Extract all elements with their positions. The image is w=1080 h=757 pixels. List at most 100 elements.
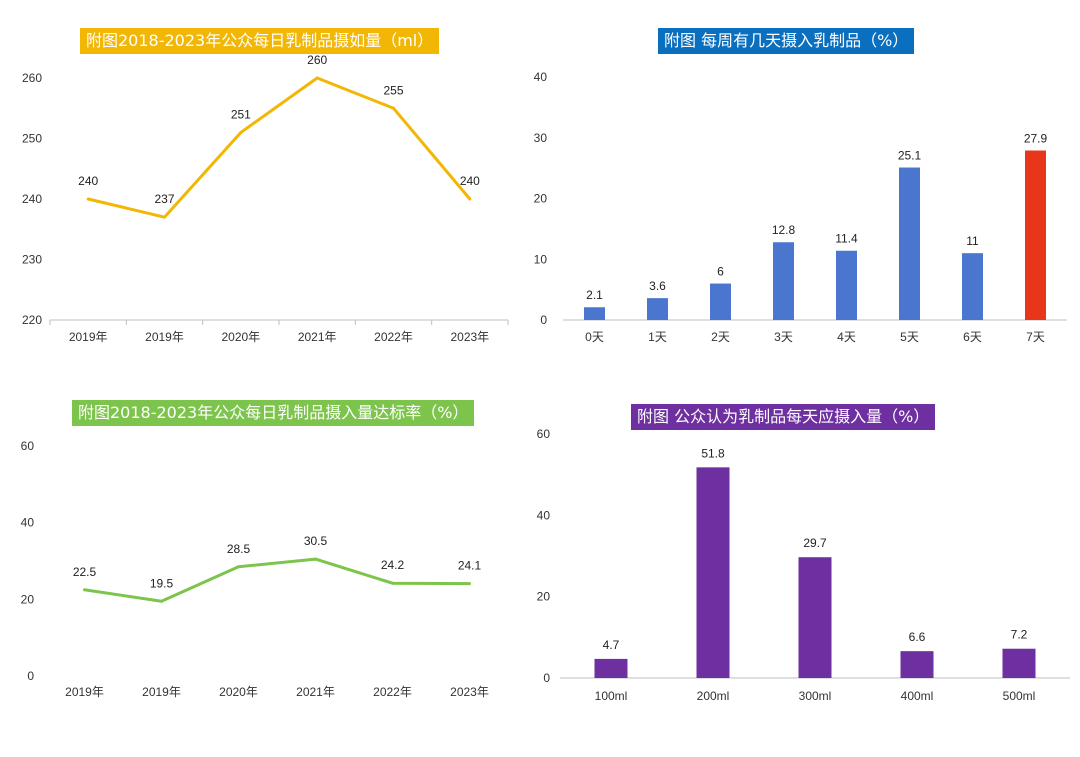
- data-point: [237, 565, 240, 569]
- y-tick-label: 240: [22, 192, 42, 206]
- data-point: [83, 588, 86, 592]
- y-tick-label: 60: [537, 427, 551, 441]
- data-point: [163, 215, 166, 219]
- data-label: 2.1: [586, 288, 603, 302]
- chart-title: 附图2018-2023年公众每日乳制品摄如量（ml）: [80, 28, 440, 54]
- data-point: [468, 582, 471, 586]
- y-tick-label: 230: [22, 253, 42, 267]
- data-label: 25.1: [898, 149, 922, 163]
- x-tick-label: 2021年: [296, 685, 335, 699]
- data-label: 260: [307, 53, 327, 67]
- y-tick-label: 220: [22, 313, 42, 327]
- bar: [1025, 150, 1046, 320]
- x-tick-label: 2023年: [450, 685, 489, 699]
- data-label: 7.2: [1011, 628, 1028, 642]
- y-tick-label: 40: [537, 508, 551, 522]
- data-label: 11.4: [835, 232, 858, 246]
- x-tick-label: 2020年: [221, 330, 260, 344]
- data-label: 6: [717, 265, 724, 279]
- y-tick-label: 30: [534, 131, 548, 145]
- data-point: [391, 581, 394, 585]
- x-tick-label: 5天: [900, 330, 919, 344]
- data-label: 240: [460, 174, 480, 188]
- x-tick-label: 300ml: [799, 689, 832, 703]
- x-tick-label: 2022年: [374, 330, 413, 344]
- x-tick-label: 2019年: [142, 685, 181, 699]
- chart-title: 附图 每周有几天摄入乳制品（%）: [658, 28, 915, 54]
- y-tick-label: 250: [22, 132, 42, 146]
- data-point: [468, 197, 472, 201]
- y-tick-label: 0: [543, 671, 550, 685]
- x-tick-label: 2019年: [65, 685, 104, 699]
- x-tick-label: 4天: [837, 330, 856, 344]
- data-point: [315, 76, 319, 80]
- data-point: [239, 130, 243, 134]
- y-tick-label: 0: [540, 313, 547, 327]
- data-label: 6.6: [909, 630, 926, 644]
- data-label: 24.1: [458, 559, 482, 573]
- data-point: [86, 197, 90, 201]
- y-tick-label: 40: [534, 70, 548, 84]
- data-label: 24.2: [381, 558, 405, 572]
- series-line: [84, 557, 470, 603]
- bar: [696, 467, 730, 678]
- x-tick-label: 2022年: [373, 685, 412, 699]
- x-tick-label: 100ml: [595, 689, 628, 703]
- bar: [594, 658, 628, 678]
- y-tick-label: 0: [27, 669, 34, 683]
- bar: [1002, 648, 1036, 678]
- x-tick-label: 2023年: [450, 330, 489, 344]
- x-tick-label: 2019年: [145, 330, 184, 344]
- bar: [584, 307, 605, 320]
- data-label: 237: [154, 192, 174, 206]
- data-label: 11: [966, 234, 979, 248]
- data-label: 29.7: [803, 536, 827, 550]
- data-label: 240: [78, 174, 98, 188]
- x-tick-label: 2天: [711, 330, 730, 344]
- data-point: [314, 557, 317, 561]
- bar: [962, 253, 983, 320]
- data-point: [392, 106, 395, 110]
- bar: [647, 298, 668, 320]
- data-label: 3.6: [649, 279, 666, 293]
- bar: [836, 250, 857, 320]
- x-tick-label: 500ml: [1003, 689, 1036, 703]
- data-label: 51.8: [701, 446, 725, 460]
- y-tick-label: 20: [21, 592, 35, 606]
- chart-title: 附图 公众认为乳制品每天应摄入量（%）: [631, 404, 936, 430]
- x-tick-label: 2020年: [219, 685, 258, 699]
- x-tick-label: 1天: [648, 330, 667, 344]
- x-tick-label: 2021年: [298, 330, 337, 344]
- y-tick-label: 260: [22, 71, 42, 85]
- x-tick-label: 2019年: [69, 330, 108, 344]
- y-tick-label: 10: [534, 252, 548, 266]
- y-tick-label: 20: [534, 192, 548, 206]
- y-tick-label: 40: [21, 516, 35, 530]
- data-label: 28.5: [227, 542, 251, 556]
- x-tick-label: 0天: [585, 330, 604, 344]
- series-line: [87, 76, 471, 219]
- data-label: 30.5: [304, 534, 328, 548]
- data-point: [160, 599, 163, 603]
- data-label: 22.5: [73, 565, 97, 579]
- chart-title: 附图2018-2023年公众每日乳制品摄入量达标率（%）: [72, 400, 475, 426]
- y-tick-label: 20: [537, 590, 551, 604]
- bar: [710, 283, 731, 320]
- data-label: 251: [231, 107, 251, 121]
- data-label: 19.5: [150, 576, 174, 590]
- bar: [900, 651, 934, 678]
- x-tick-label: 7天: [1026, 330, 1045, 344]
- data-label: 255: [383, 83, 403, 97]
- bar: [899, 167, 920, 320]
- data-label: 4.7: [603, 638, 620, 652]
- bar: [773, 242, 794, 320]
- y-tick-label: 60: [21, 439, 35, 453]
- x-tick-label: 3天: [774, 330, 793, 344]
- x-tick-label: 200ml: [697, 689, 730, 703]
- x-tick-label: 400ml: [901, 689, 934, 703]
- data-label: 12.8: [772, 223, 796, 237]
